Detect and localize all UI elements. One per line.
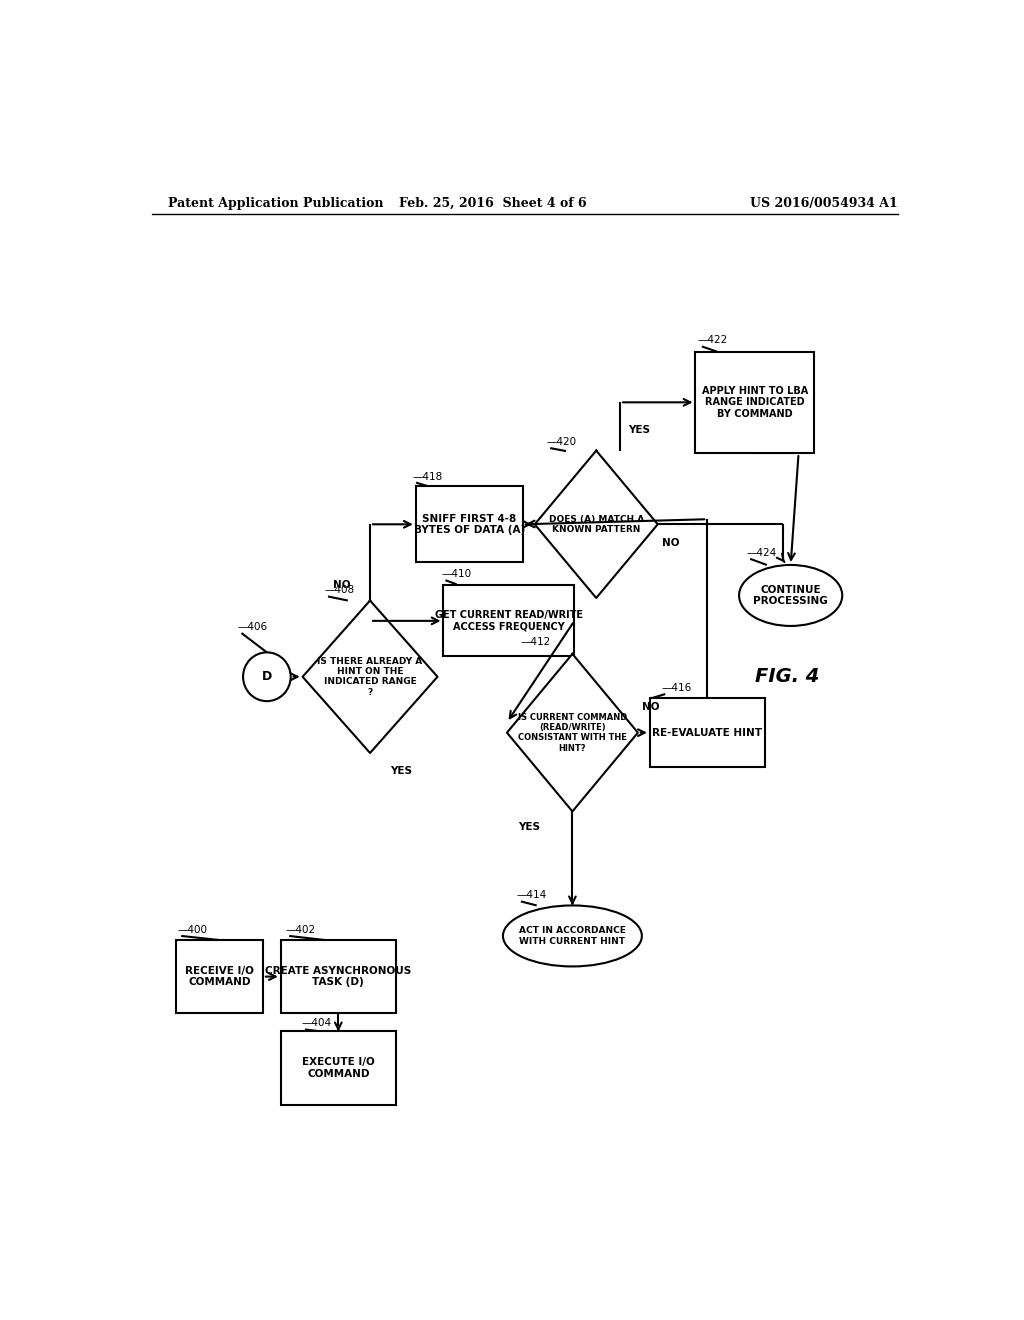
Ellipse shape xyxy=(503,906,642,966)
FancyBboxPatch shape xyxy=(650,698,765,767)
FancyBboxPatch shape xyxy=(176,940,263,1014)
Text: ACT IN ACCORDANCE
WITH CURRENT HINT: ACT IN ACCORDANCE WITH CURRENT HINT xyxy=(519,927,626,945)
Text: Feb. 25, 2016  Sheet 4 of 6: Feb. 25, 2016 Sheet 4 of 6 xyxy=(399,197,587,210)
Text: —402: —402 xyxy=(285,925,315,935)
Text: CONTINUE
PROCESSING: CONTINUE PROCESSING xyxy=(754,585,828,606)
Text: US 2016/0054934 A1: US 2016/0054934 A1 xyxy=(750,197,898,210)
Text: —414: —414 xyxy=(517,891,547,900)
Text: IS THERE ALREADY A
HINT ON THE
INDICATED RANGE
?: IS THERE ALREADY A HINT ON THE INDICATED… xyxy=(317,656,423,697)
Text: CREATE ASYNCHRONOUS
TASK (D): CREATE ASYNCHRONOUS TASK (D) xyxy=(265,966,412,987)
Text: FIG. 4: FIG. 4 xyxy=(755,668,819,686)
Text: —420: —420 xyxy=(546,437,577,447)
Text: —410: —410 xyxy=(441,569,472,579)
Text: APPLY HINT TO LBA
RANGE INDICATED
BY COMMAND: APPLY HINT TO LBA RANGE INDICATED BY COM… xyxy=(701,385,808,418)
Text: —418: —418 xyxy=(412,471,442,482)
Text: DOES (A) MATCH A
KNOWN PATTERN: DOES (A) MATCH A KNOWN PATTERN xyxy=(549,515,644,535)
FancyBboxPatch shape xyxy=(443,585,574,656)
Text: YES: YES xyxy=(390,767,412,776)
Text: GET CURRENT READ/WRITE
ACCESS FREQUENCY: GET CURRENT READ/WRITE ACCESS FREQUENCY xyxy=(435,610,583,632)
Text: —400: —400 xyxy=(177,925,207,935)
Text: D: D xyxy=(262,671,272,684)
Text: —406: —406 xyxy=(238,622,267,632)
Text: —424: —424 xyxy=(746,548,776,558)
Text: NO: NO xyxy=(662,537,679,548)
FancyBboxPatch shape xyxy=(695,351,814,453)
Ellipse shape xyxy=(739,565,842,626)
Text: NO: NO xyxy=(333,581,350,590)
Polygon shape xyxy=(535,450,657,598)
FancyBboxPatch shape xyxy=(281,1031,396,1105)
FancyBboxPatch shape xyxy=(416,486,523,562)
Polygon shape xyxy=(303,601,437,752)
Ellipse shape xyxy=(243,652,291,701)
Text: YES: YES xyxy=(518,821,540,832)
Text: —416: —416 xyxy=(662,682,691,693)
Polygon shape xyxy=(507,653,638,812)
Text: RE-EVALUATE HINT: RE-EVALUATE HINT xyxy=(652,727,762,738)
Text: NO: NO xyxy=(642,702,659,713)
Text: Patent Application Publication: Patent Application Publication xyxy=(168,197,383,210)
Text: —408: —408 xyxy=(324,586,354,595)
FancyBboxPatch shape xyxy=(281,940,396,1014)
Text: —412: —412 xyxy=(521,638,551,647)
Text: YES: YES xyxy=(628,425,650,436)
Text: —404: —404 xyxy=(301,1019,331,1028)
Text: SNIFF FIRST 4-8
BYTES OF DATA (A): SNIFF FIRST 4-8 BYTES OF DATA (A) xyxy=(414,513,525,535)
Text: —422: —422 xyxy=(697,335,728,346)
Text: RECEIVE I/O
COMMAND: RECEIVE I/O COMMAND xyxy=(184,966,254,987)
Text: IS CURRENT COMMAND
(READ/WRITE)
CONSISTANT WITH THE
HINT?: IS CURRENT COMMAND (READ/WRITE) CONSISTA… xyxy=(518,713,627,752)
Text: EXECUTE I/O
COMMAND: EXECUTE I/O COMMAND xyxy=(302,1057,375,1078)
